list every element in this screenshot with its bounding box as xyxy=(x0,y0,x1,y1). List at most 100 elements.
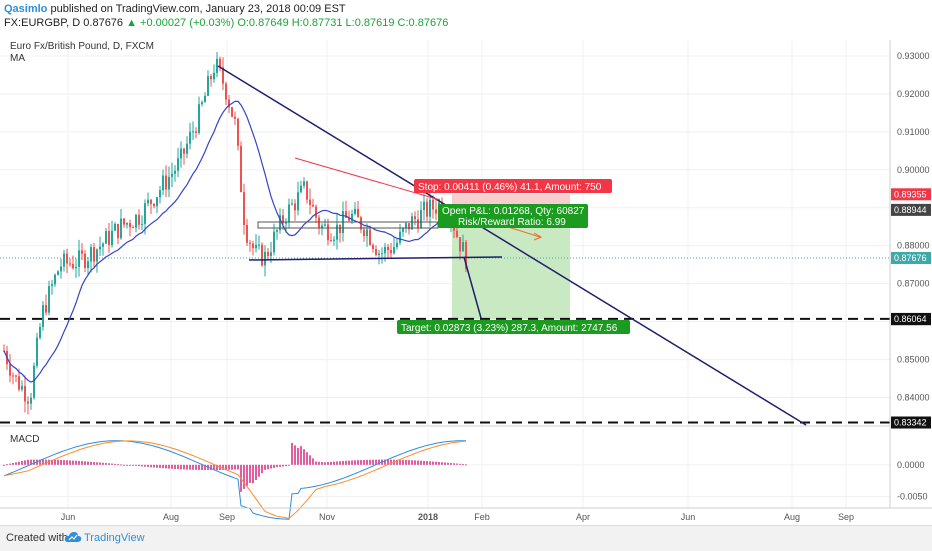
macd-histogram-bar xyxy=(291,442,293,465)
candle-body xyxy=(111,230,113,246)
macd-histogram-bar xyxy=(423,460,425,465)
candle-body xyxy=(243,192,245,225)
macd-histogram-bar xyxy=(252,464,254,484)
candle-body xyxy=(45,305,47,313)
macd-histogram-bar xyxy=(303,449,305,465)
macd-histogram-bar xyxy=(321,462,323,465)
candle-body xyxy=(81,250,83,254)
time-axis-label: Apr xyxy=(576,512,590,522)
macd-histogram-bar xyxy=(447,462,449,465)
macd-histogram-bar xyxy=(450,463,452,465)
candle-body xyxy=(369,229,371,245)
macd-histogram-bar xyxy=(459,463,461,465)
macd-histogram-bar xyxy=(345,460,347,465)
macd-histogram-bar xyxy=(201,464,203,470)
candle-body xyxy=(300,185,302,193)
macd-histogram-bar xyxy=(216,464,218,471)
candle-body xyxy=(252,243,254,249)
macd-histogram-bar xyxy=(183,464,185,470)
macd-histogram-bar xyxy=(336,461,338,465)
macd-histogram-bar xyxy=(189,464,191,470)
candle-body xyxy=(207,76,209,96)
macd-histogram-bar xyxy=(165,464,167,469)
candle-body xyxy=(96,249,98,262)
candle-body xyxy=(339,224,341,234)
macd-histogram-bar xyxy=(399,459,401,465)
candle-body xyxy=(12,375,14,377)
macd-axis[interactable]: 0.0000 -0.0050 xyxy=(897,460,928,502)
price-tag-label: 0.88944 xyxy=(894,205,927,215)
time-axis-label: Aug xyxy=(784,512,800,522)
candle-body xyxy=(348,217,350,221)
macd-histogram-bar xyxy=(42,459,44,465)
macd-histogram-bar xyxy=(21,461,23,465)
macd-histogram-bar xyxy=(339,461,341,465)
candle-body xyxy=(186,143,188,154)
tradingview-cloud-icon xyxy=(64,532,82,542)
macd-histogram-bar xyxy=(249,464,251,483)
macd-histogram-bar xyxy=(99,462,101,465)
price-axis-label: 0.92000 xyxy=(897,89,930,99)
price-axis-label: 0.85000 xyxy=(897,355,930,365)
candle-body xyxy=(264,252,266,266)
tradingview-link[interactable]: TradingView xyxy=(84,532,145,544)
candle-body xyxy=(399,231,401,243)
time-axis[interactable]: Jun Aug Sep Nov 2018 Feb Apr Jun Aug Sep xyxy=(61,512,854,522)
candle-body xyxy=(180,148,182,159)
macd-histogram-bar xyxy=(117,464,119,466)
candle-body xyxy=(120,218,122,239)
candle-body xyxy=(192,131,194,133)
macd-histogram-bar xyxy=(60,460,62,465)
candle-body xyxy=(174,170,176,174)
macd-histogram-bar xyxy=(222,464,224,470)
candle-body xyxy=(54,274,56,285)
candle-body xyxy=(456,230,458,238)
price-axis[interactable]: 0.840000.850000.860000.870000.880000.890… xyxy=(897,51,930,403)
candle-body xyxy=(267,252,269,256)
macd-histogram-bar xyxy=(18,461,20,465)
candle-body xyxy=(234,116,236,119)
candle-body xyxy=(270,252,272,256)
symbol[interactable]: FX:EURGBP, D xyxy=(4,17,81,29)
macd-histogram-bar xyxy=(237,464,239,470)
candle-body xyxy=(147,199,149,204)
candle-body xyxy=(117,223,119,239)
macd-histogram-bar xyxy=(243,464,245,489)
macd-histogram-bar xyxy=(234,464,236,470)
macd-histogram-bar xyxy=(282,464,284,467)
macd-histogram-bar xyxy=(63,460,65,465)
candle-body xyxy=(420,210,422,228)
candle-body xyxy=(114,223,116,231)
macd-histogram-bar xyxy=(156,464,158,468)
macd-histogram-bar xyxy=(348,460,350,465)
candle-body xyxy=(432,199,434,210)
macd-histogram-bar xyxy=(192,464,194,470)
macd-histogram-bar xyxy=(414,460,416,465)
candle-body xyxy=(105,230,107,244)
macd-histogram-bar xyxy=(366,459,368,465)
candle-body xyxy=(318,217,320,229)
candle-body xyxy=(423,201,425,211)
macd-histogram-bar xyxy=(411,460,413,465)
author-name[interactable]: Qasimlo xyxy=(4,3,48,15)
macd-histogram-bar xyxy=(57,459,59,465)
candle-body xyxy=(135,214,137,228)
price-chart[interactable]: 0.840000.850000.860000.870000.880000.890… xyxy=(0,0,932,525)
macd-histogram-bar xyxy=(378,459,380,465)
trendlines[interactable] xyxy=(217,65,807,426)
candle-body xyxy=(402,228,404,232)
price-axis-label: 0.84000 xyxy=(897,393,930,403)
indicator-label: MA xyxy=(10,53,25,64)
price-tag-label: 0.86064 xyxy=(894,314,927,324)
macd-histogram-bar xyxy=(420,460,422,465)
macd-histogram-bar xyxy=(396,459,398,465)
direction-arrow xyxy=(507,226,541,238)
candle-body xyxy=(324,224,326,226)
publish-line: Qasimlo published on TradingView.com, Ja… xyxy=(4,3,346,15)
candle-body xyxy=(390,250,392,254)
macd-histogram-bar xyxy=(279,464,281,467)
candle-body xyxy=(327,224,329,241)
macd-histogram-bar xyxy=(276,464,278,468)
price-tag-label: 0.83342 xyxy=(894,418,927,428)
candle-body xyxy=(210,76,212,80)
